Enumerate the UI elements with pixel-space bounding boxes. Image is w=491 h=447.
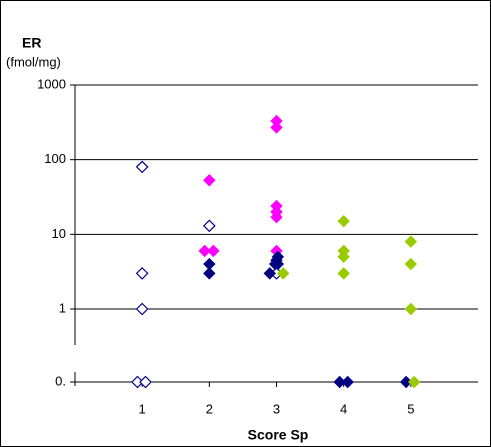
x-tick-label: 4 <box>340 401 347 416</box>
data-point <box>139 375 152 389</box>
data-point <box>337 214 350 228</box>
x-tick-label: 2 <box>206 401 213 416</box>
data-point <box>277 267 290 280</box>
data-point <box>270 121 283 134</box>
data-point <box>135 160 149 174</box>
data-point <box>203 267 216 280</box>
data-point <box>271 257 285 271</box>
data-point <box>207 244 220 258</box>
y-tick-label: 0. <box>55 373 66 388</box>
y-tick-label: 1 <box>59 300 66 315</box>
data-point <box>341 375 354 389</box>
data-point <box>202 219 216 233</box>
data-point <box>404 235 418 248</box>
data-point <box>337 250 350 264</box>
y-axis-title: ER <box>22 35 41 51</box>
data-point <box>407 375 421 389</box>
x-tick-label: 1 <box>139 401 146 416</box>
data-point <box>404 302 418 316</box>
y-tick-label: 10 <box>52 226 66 241</box>
data-point <box>198 244 211 258</box>
data-point <box>337 267 350 280</box>
data-point <box>135 302 149 316</box>
y-axis-unit: (fmol/mg) <box>6 54 61 69</box>
data-point <box>333 375 346 389</box>
y-tick-label: 100 <box>44 151 66 166</box>
data-point <box>399 375 413 389</box>
data-point <box>270 210 283 224</box>
y-tick-label: 1000 <box>37 76 66 91</box>
x-axis-title: Score Sp <box>248 427 309 443</box>
data-point <box>203 174 216 187</box>
x-tick-label: 3 <box>273 401 280 416</box>
data-point <box>135 267 149 280</box>
data-point <box>404 257 418 271</box>
x-tick-label: 5 <box>407 401 414 416</box>
data-point <box>263 267 276 280</box>
